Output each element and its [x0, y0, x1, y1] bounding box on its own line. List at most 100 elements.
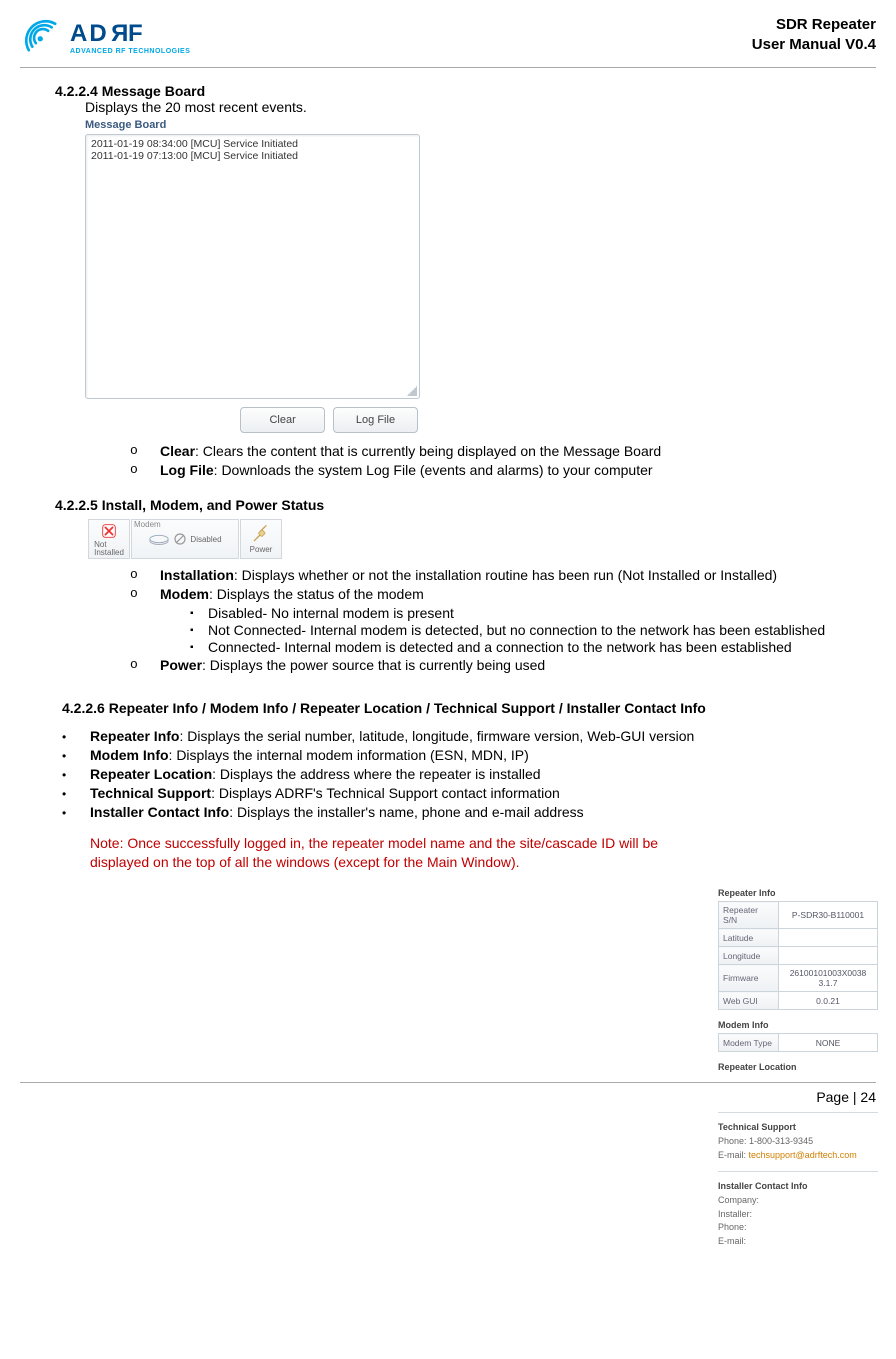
tech-email-line: E-mail: techsupport@adrftech.com	[718, 1149, 878, 1163]
header-title: SDR Repeater User Manual V0.4	[752, 15, 876, 54]
item-text: Technical Support: Displays ADRF's Techn…	[90, 785, 560, 801]
modem-info-title: Modem Info	[718, 1020, 878, 1030]
list-item: o Log File: Downloads the system Log Fil…	[130, 462, 876, 478]
val: 0.0.21	[779, 992, 878, 1010]
key: Web GUI	[719, 992, 779, 1010]
message-board-panel: Message Board 2011-01-19 08:34:00 [MCU] …	[85, 119, 420, 433]
item-text: Modem Info: Displays the internal modem …	[90, 747, 529, 763]
table-row: Web GUI0.0.21	[719, 992, 878, 1010]
disabled-icon	[174, 533, 186, 545]
tech-support-block: Phone: 1-800-313-9345 E-mail: techsuppor…	[718, 1135, 878, 1162]
not-installed-icon	[100, 522, 118, 540]
item-text: Log File: Downloads the system Log File …	[160, 462, 653, 478]
clear-button[interactable]: Clear	[240, 407, 325, 433]
list-item: o Power: Displays the power source that …	[130, 657, 876, 673]
item-text: Power: Displays the power source that is…	[160, 657, 545, 673]
val: P-SDR30-B110001	[779, 902, 878, 929]
key: Latitude	[719, 929, 779, 947]
key: Repeater S/N	[719, 902, 779, 929]
list-item: •Repeater Location: Displays the address…	[62, 766, 702, 782]
item-text: Disabled- No internal modem is present	[208, 605, 454, 621]
key: Modem Type	[719, 1034, 779, 1052]
logfile-button[interactable]: Log File	[333, 407, 418, 433]
sublist-modem: ▪Disabled- No internal modem is present …	[190, 605, 876, 655]
logo-tagline: ADVANCED RF TECHNOLOGIES	[70, 48, 190, 55]
sq-marker: ▪	[190, 639, 208, 655]
power-status-cell: Power	[240, 519, 282, 559]
sq-marker: ▪	[190, 622, 208, 638]
bullet-marker: •	[62, 785, 90, 801]
item-text: Repeater Location: Displays the address …	[90, 766, 541, 782]
repeater-info-title: Repeater Info	[718, 888, 878, 898]
list-item: •Installer Contact Info: Displays the in…	[62, 804, 702, 820]
list-item: •Technical Support: Displays ADRF's Tech…	[62, 785, 702, 801]
right-panels: Repeater Info Repeater S/NP-SDR30-B11000…	[718, 888, 878, 1248]
heading-4226: 4.2.2.6 Repeater Info / Modem Info / Rep…	[62, 700, 876, 716]
item-text: Installer Contact Info: Displays the ins…	[90, 804, 584, 820]
list-4226: •Repeater Info: Displays the serial numb…	[62, 728, 702, 820]
repeater-location-title: Repeater Location	[718, 1062, 878, 1072]
list-item: o Installation: Displays whether or not …	[130, 567, 876, 583]
modem-status-text: Disabled	[190, 535, 221, 544]
list-item: •Repeater Info: Displays the serial numb…	[62, 728, 702, 744]
item-text: Connected- Internal modem is detected an…	[208, 639, 792, 655]
item-text: Clear: Clears the content that is curren…	[160, 443, 661, 459]
desc-4224: Displays the 20 most recent events.	[85, 99, 876, 115]
heading-4224: 4.2.2.4 Message Board	[55, 83, 876, 99]
log-line-2: 2011-01-19 07:13:00 [MCU] Service Initia…	[91, 150, 414, 162]
sq-marker: ▪	[190, 605, 208, 621]
power-plug-icon	[251, 524, 271, 544]
power-label: Power	[250, 545, 273, 554]
doc-title-1: SDR Repeater	[752, 15, 876, 35]
o-marker: o	[130, 462, 160, 478]
key: Longitude	[719, 947, 779, 965]
o-marker: o	[130, 657, 160, 673]
installer-info-title: Installer Contact Info	[718, 1181, 878, 1191]
item-text: Modem: Displays the status of the modem	[160, 586, 424, 602]
key: Firmware	[719, 965, 779, 992]
status-row: NotInstalled Modem Disabled Power	[88, 519, 876, 559]
heading-4225: 4.2.2.5 Install, Modem, and Power Status	[55, 497, 876, 513]
list-item: •Modem Info: Displays the internal modem…	[62, 747, 702, 763]
installer-name: Installer:	[718, 1208, 878, 1222]
list-4224: o Clear: Clears the content that is curr…	[130, 443, 876, 478]
val: NONE	[779, 1034, 878, 1052]
logo-text: ADRF ADVANCED RF TECHNOLOGIES	[70, 20, 190, 55]
modem-label: Modem	[134, 520, 161, 529]
bullet-marker: •	[62, 804, 90, 820]
table-row: Repeater S/NP-SDR30-B110001	[719, 902, 878, 929]
message-board-buttons: Clear Log File	[85, 407, 420, 433]
install-status-cell: NotInstalled	[88, 519, 130, 559]
item-text: Repeater Info: Displays the serial numbe…	[90, 728, 694, 744]
list-4225-cont: o Power: Displays the power source that …	[130, 657, 876, 673]
modem-info-table: Modem TypeNONE	[718, 1033, 878, 1052]
divider	[718, 1112, 878, 1113]
table-row: Latitude	[719, 929, 878, 947]
installer-block: Company: Installer: Phone: E-mail:	[718, 1194, 878, 1248]
logo-block: ADRF ADVANCED RF TECHNOLOGIES	[20, 15, 190, 59]
o-marker: o	[130, 586, 160, 602]
doc-title-2: User Manual V0.4	[752, 35, 876, 55]
page-header: ADRF ADVANCED RF TECHNOLOGIES SDR Repeat…	[20, 15, 876, 68]
val	[779, 929, 878, 947]
bullet-marker: •	[62, 747, 90, 763]
table-row: Modem TypeNONE	[719, 1034, 878, 1052]
installer-phone: Phone:	[718, 1221, 878, 1235]
item-text: Installation: Displays whether or not th…	[160, 567, 777, 583]
list-4225: o Installation: Displays whether or not …	[130, 567, 876, 602]
bullet-marker: •	[62, 766, 90, 782]
logo-main: ADRF	[70, 20, 190, 48]
message-board-textarea[interactable]: 2011-01-19 08:34:00 [MCU] Service Initia…	[85, 134, 420, 399]
table-row: Longitude	[719, 947, 878, 965]
list-item: o Clear: Clears the content that is curr…	[130, 443, 876, 459]
val	[779, 947, 878, 965]
installer-company: Company:	[718, 1194, 878, 1208]
modem-status-wrap: Modem Disabled	[131, 519, 239, 559]
tech-email[interactable]: techsupport@adrftech.com	[749, 1150, 857, 1160]
val: 26100101003X0038 3.1.7	[779, 965, 878, 992]
rf-signal-icon	[20, 15, 64, 59]
list-item: ▪Connected- Internal modem is detected a…	[190, 639, 876, 655]
modem-icon	[148, 532, 170, 546]
table-row: Firmware26100101003X0038 3.1.7	[719, 965, 878, 992]
installer-email: E-mail:	[718, 1235, 878, 1249]
